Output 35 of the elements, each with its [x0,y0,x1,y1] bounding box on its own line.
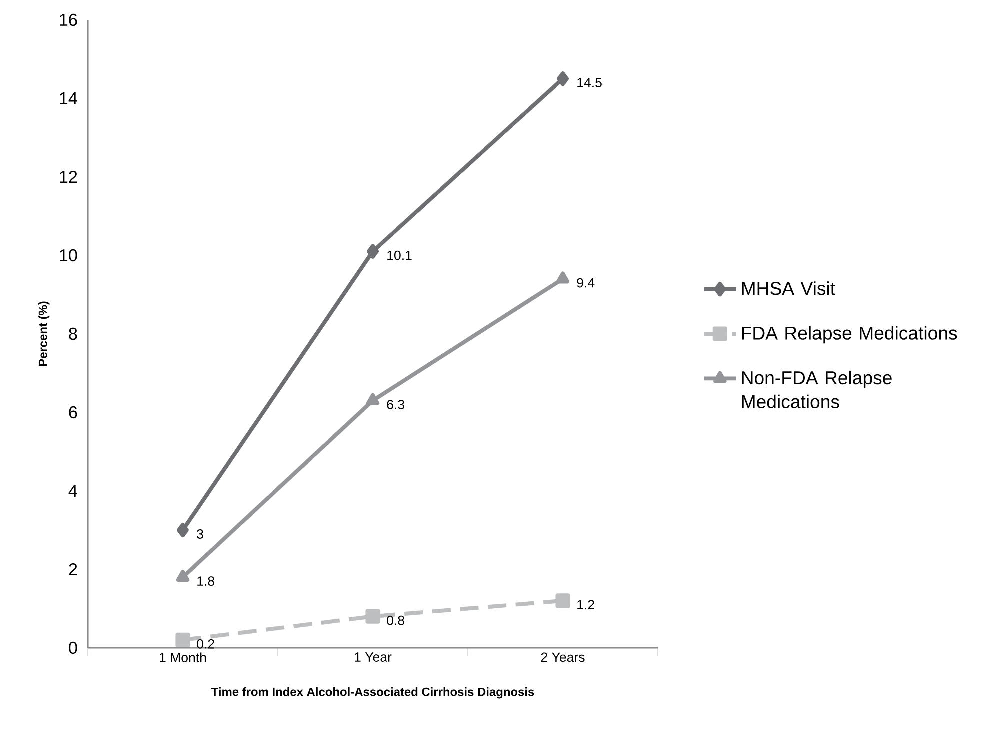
legend-label: MHSA Visit [742,282,836,296]
point [366,609,380,624]
x-axis-title: Time from Index Alcohol-Associated Cirrhosis Diagnosis [211,688,534,699]
data-label: 0.8 [387,616,404,626]
x-tick-label: 2 Years [541,652,585,662]
point [367,244,379,259]
x-tick-label: 1 Year [355,652,392,662]
x-tick-label: 1 Month [160,652,206,662]
point [176,570,190,582]
y-tick-label: 12 [60,170,78,184]
y-tick-label: 14 [60,92,78,104]
point [556,594,570,608]
data-label: 3 [197,530,204,539]
data-label: 0.2 [197,639,214,649]
y-tick-label: 10 [60,249,78,262]
legend-label: Non-FDA Relapse Medications [742,370,892,409]
point [556,272,570,284]
y-tick-label: 6 [69,406,78,419]
point [176,632,190,648]
data-label: 6.3 [387,400,404,410]
y-tick-label: 0 [69,642,78,654]
legend-label: FDA Relapse Medications [742,326,958,344]
y-tick-label: 8 [69,328,78,340]
data-label: 1.8 [198,576,214,586]
point [366,393,380,406]
point [557,72,569,86]
data-label: 14.5 [578,78,602,88]
data-label: 1.2 [578,600,594,610]
y-tick-label: 4 [68,485,78,497]
data-label: 10.1 [388,250,412,260]
y-tick-label: 2 [69,563,78,576]
point [177,522,189,538]
y-tick-label: 16 [60,14,78,26]
y-axis-title: Percent (%) [38,302,50,366]
data-label: 9.4 [577,278,595,288]
